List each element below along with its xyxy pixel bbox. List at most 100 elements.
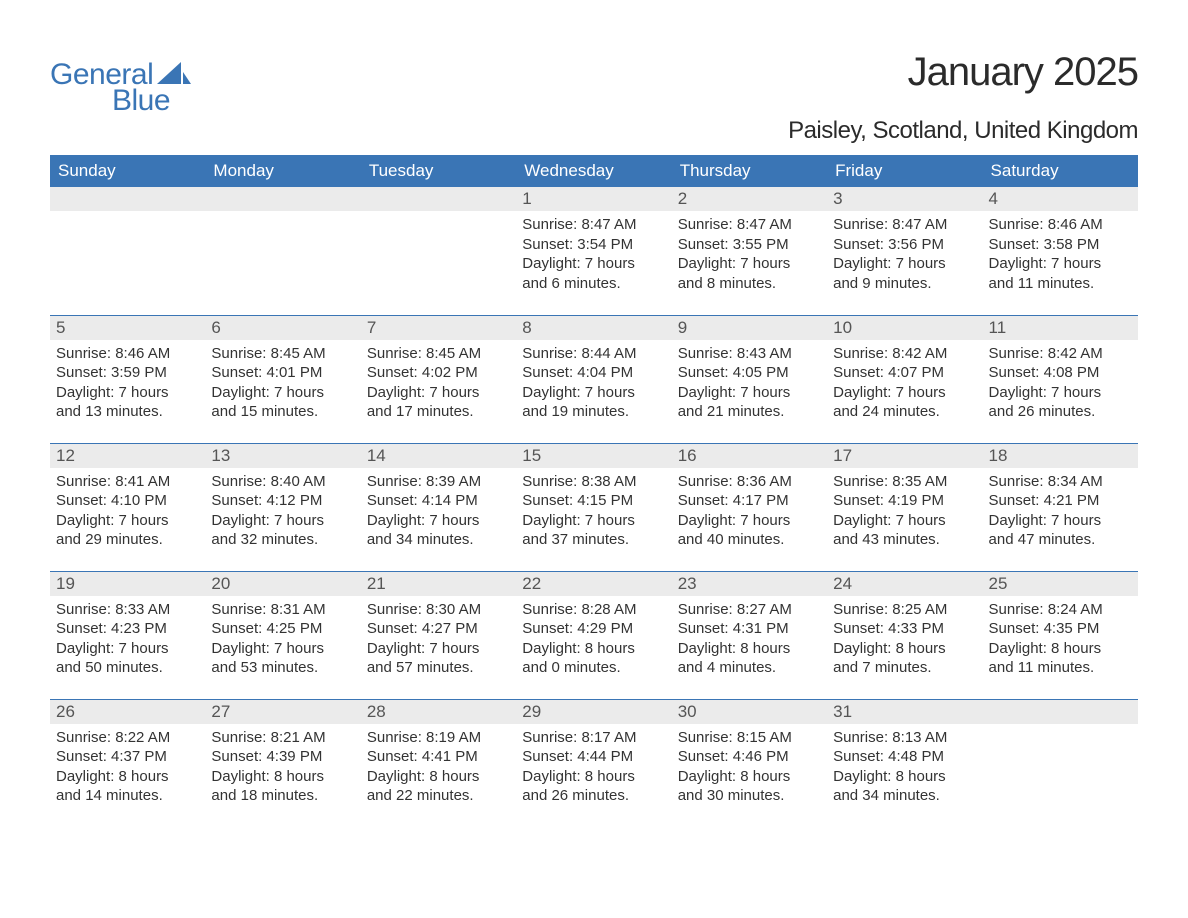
day-body: Sunrise: 8:42 AMSunset: 4:07 PMDaylight:… <box>827 340 982 428</box>
day-sunrise: Sunrise: 8:33 AM <box>56 600 199 620</box>
day-daylight1: Daylight: 7 hours <box>56 511 199 531</box>
day-daylight1: Daylight: 7 hours <box>367 639 510 659</box>
day-sunrise: Sunrise: 8:21 AM <box>211 728 354 748</box>
day-daylight1: Daylight: 7 hours <box>56 639 199 659</box>
day-sunset: Sunset: 4:19 PM <box>833 491 976 511</box>
day-cell <box>205 187 360 315</box>
weekday-header: Friday <box>827 155 982 187</box>
day-number: 23 <box>672 572 827 596</box>
day-cell: 6Sunrise: 8:45 AMSunset: 4:01 PMDaylight… <box>205 315 360 443</box>
day-cell: 5Sunrise: 8:46 AMSunset: 3:59 PMDaylight… <box>50 315 205 443</box>
day-daylight2: and 18 minutes. <box>211 786 354 806</box>
day-daylight2: and 24 minutes. <box>833 402 976 422</box>
day-daylight1: Daylight: 7 hours <box>989 254 1132 274</box>
day-cell: 12Sunrise: 8:41 AMSunset: 4:10 PMDayligh… <box>50 443 205 571</box>
day-sunrise: Sunrise: 8:46 AM <box>989 215 1132 235</box>
day-cell: 10Sunrise: 8:42 AMSunset: 4:07 PMDayligh… <box>827 315 982 443</box>
day-daylight2: and 43 minutes. <box>833 530 976 550</box>
day-daylight1: Daylight: 7 hours <box>989 383 1132 403</box>
day-cell: 30Sunrise: 8:15 AMSunset: 4:46 PMDayligh… <box>672 699 827 827</box>
day-sunrise: Sunrise: 8:46 AM <box>56 344 199 364</box>
day-number: 10 <box>827 316 982 340</box>
day-daylight2: and 19 minutes. <box>522 402 665 422</box>
day-sunset: Sunset: 4:48 PM <box>833 747 976 767</box>
day-cell: 16Sunrise: 8:36 AMSunset: 4:17 PMDayligh… <box>672 443 827 571</box>
day-daylight2: and 17 minutes. <box>367 402 510 422</box>
day-daylight1: Daylight: 7 hours <box>211 511 354 531</box>
day-sunrise: Sunrise: 8:19 AM <box>367 728 510 748</box>
day-number: 22 <box>516 572 671 596</box>
day-daylight2: and 11 minutes. <box>989 274 1132 294</box>
day-daylight1: Daylight: 8 hours <box>833 767 976 787</box>
day-number: 1 <box>516 187 671 211</box>
day-number <box>205 187 360 211</box>
day-cell: 18Sunrise: 8:34 AMSunset: 4:21 PMDayligh… <box>983 443 1138 571</box>
day-sunset: Sunset: 4:04 PM <box>522 363 665 383</box>
weekday-header: Saturday <box>983 155 1138 187</box>
day-number: 26 <box>50 700 205 724</box>
day-daylight2: and 6 minutes. <box>522 274 665 294</box>
day-body: Sunrise: 8:43 AMSunset: 4:05 PMDaylight:… <box>672 340 827 428</box>
day-number: 16 <box>672 444 827 468</box>
title-block: January 2025 Paisley, Scotland, United K… <box>788 50 1138 145</box>
day-sunrise: Sunrise: 8:30 AM <box>367 600 510 620</box>
day-cell: 11Sunrise: 8:42 AMSunset: 4:08 PMDayligh… <box>983 315 1138 443</box>
day-daylight2: and 53 minutes. <box>211 658 354 678</box>
weekday-header: Sunday <box>50 155 205 187</box>
day-daylight2: and 29 minutes. <box>56 530 199 550</box>
day-cell: 4Sunrise: 8:46 AMSunset: 3:58 PMDaylight… <box>983 187 1138 315</box>
day-daylight2: and 37 minutes. <box>522 530 665 550</box>
day-cell: 27Sunrise: 8:21 AMSunset: 4:39 PMDayligh… <box>205 699 360 827</box>
day-cell <box>983 699 1138 827</box>
day-number: 9 <box>672 316 827 340</box>
day-cell: 1Sunrise: 8:47 AMSunset: 3:54 PMDaylight… <box>516 187 671 315</box>
day-sunset: Sunset: 4:14 PM <box>367 491 510 511</box>
day-number <box>983 700 1138 724</box>
day-daylight1: Daylight: 8 hours <box>522 767 665 787</box>
day-number: 18 <box>983 444 1138 468</box>
day-number: 19 <box>50 572 205 596</box>
header: General Blue January 2025 Paisley, Scotl… <box>50 50 1138 145</box>
calendar-page: General Blue January 2025 Paisley, Scotl… <box>0 0 1188 867</box>
day-daylight1: Daylight: 7 hours <box>678 254 821 274</box>
day-sunset: Sunset: 4:44 PM <box>522 747 665 767</box>
day-cell: 9Sunrise: 8:43 AMSunset: 4:05 PMDaylight… <box>672 315 827 443</box>
day-sunrise: Sunrise: 8:38 AM <box>522 472 665 492</box>
day-daylight1: Daylight: 7 hours <box>211 383 354 403</box>
day-daylight1: Daylight: 8 hours <box>678 767 821 787</box>
day-body: Sunrise: 8:44 AMSunset: 4:04 PMDaylight:… <box>516 340 671 428</box>
day-body: Sunrise: 8:28 AMSunset: 4:29 PMDaylight:… <box>516 596 671 684</box>
day-body: Sunrise: 8:36 AMSunset: 4:17 PMDaylight:… <box>672 468 827 556</box>
day-body: Sunrise: 8:15 AMSunset: 4:46 PMDaylight:… <box>672 724 827 812</box>
day-daylight1: Daylight: 7 hours <box>211 639 354 659</box>
day-sunrise: Sunrise: 8:22 AM <box>56 728 199 748</box>
day-body: Sunrise: 8:45 AMSunset: 4:01 PMDaylight:… <box>205 340 360 428</box>
day-sunrise: Sunrise: 8:39 AM <box>367 472 510 492</box>
day-cell: 2Sunrise: 8:47 AMSunset: 3:55 PMDaylight… <box>672 187 827 315</box>
day-body: Sunrise: 8:38 AMSunset: 4:15 PMDaylight:… <box>516 468 671 556</box>
day-daylight2: and 4 minutes. <box>678 658 821 678</box>
day-sunset: Sunset: 3:56 PM <box>833 235 976 255</box>
day-sunrise: Sunrise: 8:42 AM <box>833 344 976 364</box>
day-daylight1: Daylight: 7 hours <box>522 383 665 403</box>
day-cell: 24Sunrise: 8:25 AMSunset: 4:33 PMDayligh… <box>827 571 982 699</box>
week-row: 5Sunrise: 8:46 AMSunset: 3:59 PMDaylight… <box>50 315 1138 443</box>
day-sunrise: Sunrise: 8:34 AM <box>989 472 1132 492</box>
week-row: 12Sunrise: 8:41 AMSunset: 4:10 PMDayligh… <box>50 443 1138 571</box>
day-daylight1: Daylight: 8 hours <box>678 639 821 659</box>
day-cell <box>50 187 205 315</box>
day-sunrise: Sunrise: 8:47 AM <box>833 215 976 235</box>
day-sunrise: Sunrise: 8:47 AM <box>678 215 821 235</box>
day-number: 12 <box>50 444 205 468</box>
day-sunrise: Sunrise: 8:41 AM <box>56 472 199 492</box>
day-daylight2: and 13 minutes. <box>56 402 199 422</box>
day-sunset: Sunset: 4:31 PM <box>678 619 821 639</box>
day-number: 5 <box>50 316 205 340</box>
day-body: Sunrise: 8:41 AMSunset: 4:10 PMDaylight:… <box>50 468 205 556</box>
day-daylight1: Daylight: 8 hours <box>833 639 976 659</box>
month-title: January 2025 <box>788 50 1138 95</box>
day-number <box>361 187 516 211</box>
day-cell <box>361 187 516 315</box>
day-sunset: Sunset: 4:33 PM <box>833 619 976 639</box>
day-cell: 31Sunrise: 8:13 AMSunset: 4:48 PMDayligh… <box>827 699 982 827</box>
